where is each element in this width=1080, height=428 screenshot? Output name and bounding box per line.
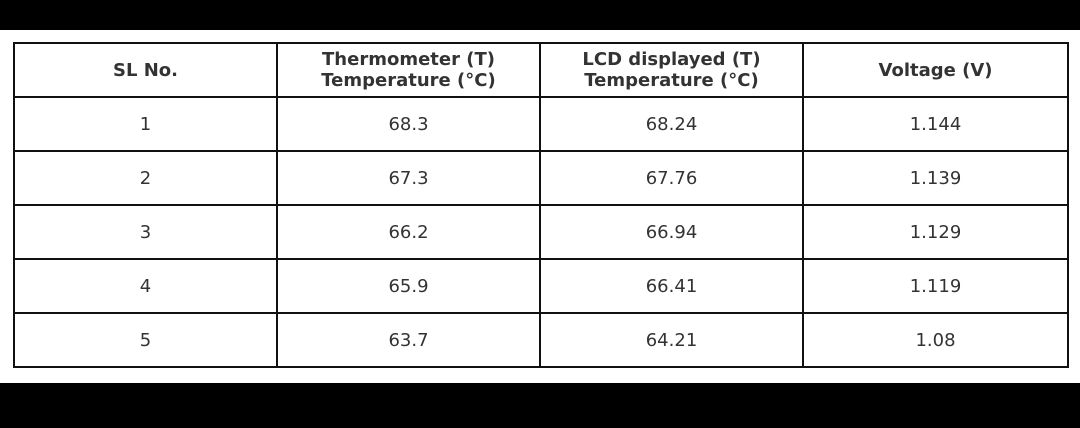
cell-sl-no: 1 xyxy=(13,96,278,152)
header-voltage: Voltage (V) xyxy=(802,42,1069,98)
header-line: Thermometer (T) xyxy=(322,49,495,70)
cell-voltage: 1.139 xyxy=(802,150,1069,206)
header-line: SL No. xyxy=(113,59,178,81)
cell-thermometer-temp: 63.7 xyxy=(276,312,541,368)
header-line: LCD displayed (T) xyxy=(582,49,761,70)
cell-voltage: 1.144 xyxy=(802,96,1069,152)
table-row: 2 67.3 67.76 1.139 xyxy=(13,150,1069,206)
cell-voltage: 1.119 xyxy=(802,258,1069,314)
header-line: Temperature (°C) xyxy=(321,70,496,91)
cell-lcd-temp: 66.41 xyxy=(539,258,804,314)
table-row: 3 66.2 66.94 1.129 xyxy=(13,204,1069,260)
header-sl-no: SL No. xyxy=(13,42,278,98)
table-row: 5 63.7 64.21 1.08 xyxy=(13,312,1069,368)
cell-thermometer-temp: 68.3 xyxy=(276,96,541,152)
table-row: 4 65.9 66.41 1.119 xyxy=(13,258,1069,314)
table-row: 1 68.3 68.24 1.144 xyxy=(13,96,1069,152)
table-header-row: SL No. Thermometer (T) Temperature (°C) … xyxy=(13,42,1069,98)
cell-lcd-temp: 68.24 xyxy=(539,96,804,152)
cell-sl-no: 5 xyxy=(13,312,278,368)
cell-voltage: 1.129 xyxy=(802,204,1069,260)
header-thermometer-temperature: Thermometer (T) Temperature (°C) xyxy=(276,42,541,98)
cell-voltage: 1.08 xyxy=(802,312,1069,368)
header-lcd-temperature: LCD displayed (T) Temperature (°C) xyxy=(539,42,804,98)
cell-lcd-temp: 64.21 xyxy=(539,312,804,368)
cell-lcd-temp: 67.76 xyxy=(539,150,804,206)
cell-sl-no: 4 xyxy=(13,258,278,314)
cell-thermometer-temp: 67.3 xyxy=(276,150,541,206)
cell-lcd-temp: 66.94 xyxy=(539,204,804,260)
measurement-table: SL No. Thermometer (T) Temperature (°C) … xyxy=(13,42,1069,368)
cell-thermometer-temp: 65.9 xyxy=(276,258,541,314)
header-line: Voltage (V) xyxy=(878,59,993,81)
document-sheet: SL No. Thermometer (T) Temperature (°C) … xyxy=(0,30,1080,383)
header-line: Temperature (°C) xyxy=(584,70,759,91)
cell-sl-no: 2 xyxy=(13,150,278,206)
cell-thermometer-temp: 66.2 xyxy=(276,204,541,260)
cell-sl-no: 3 xyxy=(13,204,278,260)
